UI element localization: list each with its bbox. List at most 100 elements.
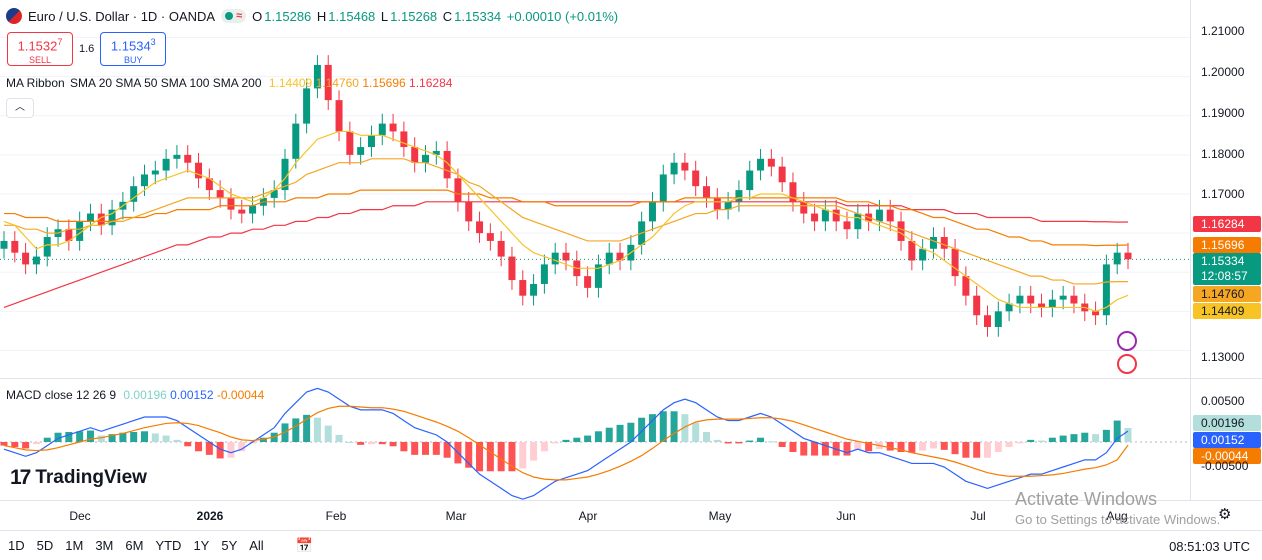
candle-body: [530, 283, 538, 296]
macd-histogram-bar: [659, 411, 667, 442]
range-3m-button[interactable]: 3M: [95, 538, 114, 553]
ohlc-high: 1.15468: [328, 8, 376, 24]
macd-histogram-bar: [562, 439, 570, 442]
sma50-line: [4, 158, 1128, 285]
calendar-icon[interactable]: 📅: [295, 537, 314, 553]
sma100-value: 1.15696: [362, 76, 406, 90]
range-5d-button[interactable]: 5D: [36, 538, 54, 553]
range-1y-button[interactable]: 1Y: [193, 538, 210, 553]
candle-body: [692, 170, 700, 187]
macd-histogram-bar: [281, 423, 289, 442]
macd-histogram-bar: [1048, 437, 1056, 442]
candle-body: [616, 252, 624, 261]
us-flag-event-icon[interactable]: [1117, 354, 1137, 374]
macd-histogram-bar: [670, 411, 678, 442]
event-icons-2[interactable]: [1117, 354, 1137, 379]
price-chart[interactable]: [0, 0, 1190, 500]
macd-histogram-bar: [594, 431, 602, 442]
sell-price: 1.1532: [17, 38, 58, 54]
candle-body: [1016, 295, 1024, 304]
candle-body: [205, 178, 213, 191]
pane-divider[interactable]: [0, 378, 1262, 379]
utc-clock[interactable]: 08:51:03 UTC: [1169, 539, 1250, 554]
macd-histogram-bar: [32, 442, 40, 445]
tradingview-logo[interactable]: 17 TradingView: [10, 466, 147, 490]
time-label: Jun: [836, 509, 856, 523]
range-1d-button[interactable]: 1D: [8, 538, 25, 553]
candle-body: [562, 252, 570, 261]
macd-histogram-bar: [476, 442, 484, 472]
candle-body: [854, 213, 862, 230]
range-ytd-button[interactable]: YTD: [155, 538, 182, 553]
macd-histogram-bar: [681, 414, 689, 442]
current-price-label: 1.15334 12:08:57: [1193, 253, 1261, 285]
candle-body: [508, 256, 516, 281]
candle-body: [313, 64, 321, 89]
ma-ribbon-legend[interactable]: MA Ribbon SMA 20 SMA 50 SMA 100 SMA 200 …: [6, 76, 452, 90]
candle-body: [32, 256, 40, 265]
candle-body: [108, 209, 116, 226]
macd-histogram-bar: [1113, 420, 1121, 442]
macd-histogram-bar: [65, 432, 73, 442]
gear-icon[interactable]: ⚙: [1218, 506, 1232, 523]
range-5y-button[interactable]: 5Y: [221, 538, 238, 553]
macd-histogram-bar: [162, 435, 170, 442]
candle-body: [778, 166, 786, 183]
macd-histogram-bar: [973, 442, 981, 458]
range-1m-button[interactable]: 1M: [65, 538, 84, 553]
macd-histogram-bar: [108, 434, 116, 442]
macd-histogram-bar: [1016, 442, 1024, 444]
price-axis[interactable]: 1.21000 1.20000 1.19000 1.18000 1.17000 …: [1190, 0, 1262, 500]
candle-body: [540, 264, 548, 284]
candle-body: [703, 186, 710, 198]
candle-body: [1005, 303, 1013, 312]
candle-body: [0, 240, 8, 249]
time-label: Jul: [970, 509, 986, 523]
ma-ribbon-name: MA Ribbon: [6, 76, 65, 90]
macd-legend[interactable]: MACD close 12 26 9 0.00196 0.00152 -0.00…: [6, 388, 264, 402]
macd-histogram-bar: [184, 442, 192, 447]
economic-event-icon[interactable]: [1117, 331, 1137, 351]
candle-body: [281, 158, 289, 191]
candle-body: [346, 131, 354, 155]
macd-histogram-bar: [800, 442, 808, 456]
candle-body: [303, 88, 311, 124]
price-tick: 1.17000: [1201, 187, 1245, 201]
symbol-title[interactable]: Euro / U.S. Dollar · 1D · OANDA: [28, 8, 216, 24]
collapse-legend-button[interactable]: ︿: [6, 98, 34, 118]
symbol-legend: Euro / U.S. Dollar · 1D · OANDA ≈ O 1.152…: [6, 8, 620, 24]
macd-histogram-bar: [638, 417, 646, 442]
candle-body: [984, 315, 991, 327]
candle-body: [757, 158, 765, 171]
sell-button[interactable]: 1.15327 SELL: [7, 32, 73, 66]
eur-usd-flag-icon: [6, 8, 22, 24]
price-tick: 1.18000: [1201, 147, 1245, 161]
sma200-line: [3, 201, 1129, 308]
macd-histogram-bar: [703, 432, 710, 442]
macd-histogram-bar: [1070, 434, 1078, 442]
macd-histogram-bar: [648, 414, 656, 442]
time-label: May: [708, 509, 732, 523]
time-axis[interactable]: Dec 2026 Feb Mar Apr May Jun Jul Aug: [0, 500, 1262, 530]
candle-body: [1124, 252, 1132, 260]
range-all-button[interactable]: All: [249, 538, 264, 553]
candle-body: [875, 209, 883, 222]
spread-value: 1.6: [79, 43, 95, 55]
candle-body: [97, 213, 105, 226]
macd-histogram-bar: [1059, 435, 1067, 442]
market-status-badge[interactable]: ≈: [221, 9, 247, 23]
candle-body: [724, 201, 732, 210]
chart-pane[interactable]: [0, 0, 1190, 500]
macd-histogram-bar: [1124, 428, 1132, 442]
candle-body: [335, 100, 343, 132]
candle-body: [76, 221, 84, 241]
candle-body: [811, 213, 819, 222]
ohlc-low: 1.15268: [390, 8, 438, 24]
event-icons[interactable]: [1117, 331, 1137, 356]
buy-button[interactable]: 1.15343 BUY: [100, 32, 167, 66]
current-price: 1.15334: [1201, 254, 1245, 268]
range-6m-button[interactable]: 6M: [125, 538, 144, 553]
macd-histogram-bar: [119, 432, 127, 442]
time-label: Feb: [325, 509, 347, 523]
candle-body: [843, 221, 851, 230]
